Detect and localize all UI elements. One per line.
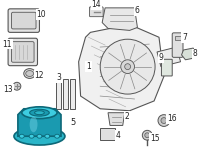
Circle shape	[145, 133, 150, 138]
Circle shape	[121, 60, 134, 74]
Polygon shape	[79, 25, 164, 111]
Text: 5: 5	[70, 118, 75, 127]
Polygon shape	[18, 109, 61, 136]
Ellipse shape	[29, 134, 34, 138]
FancyBboxPatch shape	[8, 9, 39, 32]
Polygon shape	[157, 47, 181, 67]
Circle shape	[158, 115, 170, 126]
Polygon shape	[108, 113, 125, 125]
Ellipse shape	[35, 111, 44, 115]
Text: 10: 10	[37, 10, 46, 19]
Ellipse shape	[30, 109, 49, 116]
Bar	[70, 79, 75, 109]
Text: 7: 7	[182, 33, 187, 42]
Ellipse shape	[24, 69, 36, 78]
FancyBboxPatch shape	[89, 7, 103, 17]
Ellipse shape	[22, 107, 57, 119]
Text: 15: 15	[150, 134, 160, 143]
Text: 13: 13	[3, 85, 13, 94]
Ellipse shape	[37, 134, 42, 138]
FancyBboxPatch shape	[12, 42, 34, 62]
Ellipse shape	[55, 134, 60, 138]
Circle shape	[13, 82, 21, 90]
Text: 3: 3	[57, 73, 61, 82]
Text: 16: 16	[167, 114, 177, 123]
Polygon shape	[102, 8, 137, 30]
FancyBboxPatch shape	[8, 38, 37, 66]
Text: 1: 1	[86, 62, 91, 71]
Circle shape	[142, 130, 152, 140]
Text: 14: 14	[91, 0, 101, 9]
Circle shape	[100, 39, 155, 94]
Circle shape	[125, 64, 131, 70]
Text: 8: 8	[193, 49, 198, 58]
Polygon shape	[182, 48, 195, 60]
Text: 9: 9	[159, 53, 163, 62]
Text: 2: 2	[124, 112, 129, 121]
Text: 11: 11	[2, 40, 12, 49]
FancyBboxPatch shape	[12, 12, 36, 29]
Bar	[56, 79, 61, 109]
Text: 6: 6	[135, 6, 140, 15]
FancyBboxPatch shape	[161, 59, 172, 76]
Ellipse shape	[26, 71, 34, 76]
Text: 12: 12	[35, 71, 44, 80]
Circle shape	[161, 118, 167, 123]
Bar	[63, 79, 68, 109]
FancyBboxPatch shape	[172, 33, 183, 57]
Text: 4: 4	[115, 131, 120, 140]
Ellipse shape	[45, 134, 50, 138]
Polygon shape	[100, 128, 115, 140]
Bar	[175, 36, 181, 40]
Ellipse shape	[30, 117, 37, 132]
Ellipse shape	[19, 134, 24, 138]
Ellipse shape	[14, 127, 65, 145]
